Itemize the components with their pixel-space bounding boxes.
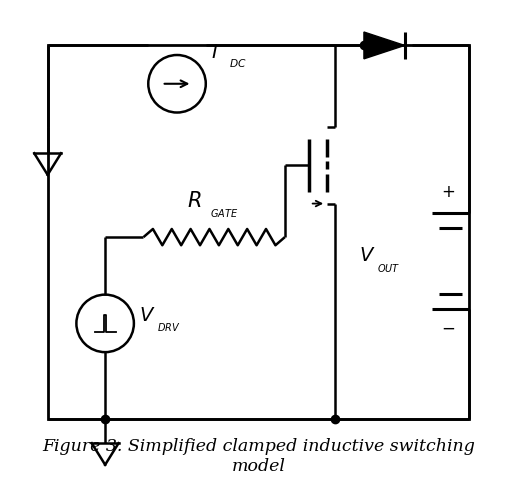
Text: +: + xyxy=(441,183,455,201)
Text: $_{GATE}$: $_{GATE}$ xyxy=(209,206,238,220)
Polygon shape xyxy=(364,32,405,59)
Text: $-$: $-$ xyxy=(440,318,455,337)
Text: $R$: $R$ xyxy=(187,191,201,211)
Text: $I$: $I$ xyxy=(210,44,218,62)
Text: $_{OUT}$: $_{OUT}$ xyxy=(377,261,401,275)
Text: $V$: $V$ xyxy=(139,307,155,325)
Text: Figure 3. Simplified clamped inductive switching
model: Figure 3. Simplified clamped inductive s… xyxy=(42,439,475,475)
Text: $_{DRV}$: $_{DRV}$ xyxy=(157,320,180,334)
Text: $_{DC}$: $_{DC}$ xyxy=(229,56,247,70)
Bar xyxy=(48,45,469,419)
Text: $V$: $V$ xyxy=(359,247,376,265)
